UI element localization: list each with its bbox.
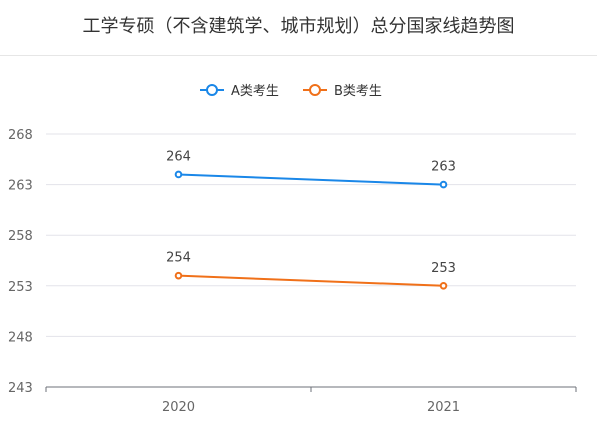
legend-label: B类考生 [334,84,382,99]
series-line [178,173,444,186]
chart-title: 工学专硕（不含建筑学、城市规划）总分国家线趋势图 [0,0,597,56]
y-tick-label: 243 [8,381,33,396]
y-tick-label: 253 [8,280,33,295]
data-point [174,170,183,179]
data-label: 264 [166,149,191,164]
x-tick-label: 2020 [162,400,195,415]
x-tick-label: 2021 [427,400,460,415]
data-point [439,282,448,290]
legend-marker [309,84,321,96]
data-label: 254 [166,251,191,266]
y-tick-label: 268 [8,128,33,143]
legend-marker [206,84,218,96]
y-tick-label: 263 [8,179,33,194]
y-tick-label: 258 [8,229,33,244]
data-point [174,271,183,280]
data-point [439,180,448,189]
data-label: 263 [431,160,456,175]
data-label: 253 [431,261,456,276]
series-line [178,274,444,287]
legend-label: A类考生 [231,84,279,99]
y-tick-label: 248 [8,330,33,345]
